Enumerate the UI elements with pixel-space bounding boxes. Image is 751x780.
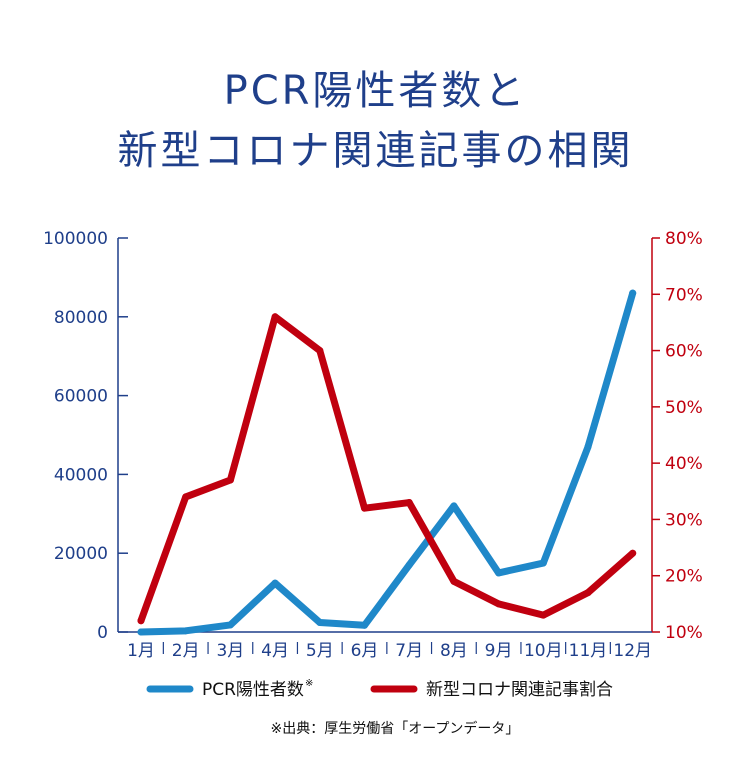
y-left-tick-label: 40000 [54, 465, 108, 485]
y-left-tick-label: 100000 [43, 229, 108, 249]
x-tick-label: 12月 [613, 641, 652, 661]
series-line-1 [137, 289, 637, 636]
x-tick-label: 2月 [172, 641, 200, 661]
series-1-point [182, 627, 190, 635]
y-right-tick-label: 70% [665, 285, 703, 305]
source-note: ※出典：厚生労働省「オープンデータ」 [271, 720, 520, 737]
series-2-point [629, 549, 637, 557]
series-2-point [584, 589, 592, 597]
series-2-point [539, 611, 547, 619]
series-2-point [226, 476, 234, 484]
y-right-tick-label: 60% [665, 342, 703, 362]
series-1-point [271, 579, 279, 587]
series-layer [137, 289, 637, 636]
chart-title-line-1: PCR陽性者数と [223, 68, 528, 114]
series-2-point [495, 600, 503, 608]
x-tick-label: 9月 [485, 641, 513, 661]
y-right-tick-label: 20% [665, 567, 703, 587]
series-2-point [361, 504, 368, 512]
series-1-point [137, 628, 145, 636]
series-1-point [361, 621, 368, 629]
series-1-point [629, 289, 637, 297]
axes: 0 20000 40000 60000 80000 100000 10% 20% 30% 40% 5… [43, 229, 703, 661]
legend: PCR陽性者数 ※ 新型コロナ関連記事割合 [146, 678, 613, 700]
series-1-point [316, 619, 324, 627]
y-right-tick-label: 50% [665, 398, 703, 418]
y-right-tick-label: 10% [665, 623, 703, 643]
series-1-point [226, 621, 234, 629]
series-2-point [271, 313, 279, 321]
x-tick-label: 10月 [524, 641, 563, 661]
x-tick-label: 7月 [395, 641, 423, 661]
series-line-2 [137, 313, 637, 625]
series-2-point [182, 493, 190, 501]
chart-title-line-2: 新型コロナ関連記事の相関 [117, 128, 634, 174]
series-1-point [539, 559, 547, 567]
x-tick-label: 6月 [351, 641, 379, 661]
y-right-tick-label: 30% [665, 510, 703, 530]
y-left-tick-label: 20000 [54, 544, 108, 564]
x-tick-label: 3月 [216, 641, 244, 661]
series-1-point [450, 502, 458, 510]
y-right-tick-label: 40% [665, 454, 703, 474]
series-1-point [405, 561, 413, 569]
series-2-point [316, 347, 324, 355]
x-tick-label: 8月 [440, 641, 468, 661]
series-1-point [584, 443, 592, 451]
y-left-tick-label: 0 [97, 623, 108, 643]
legend-label-1: PCR陽性者数 [202, 680, 304, 700]
x-tick-label: 5月 [306, 641, 334, 661]
series-2-point [137, 617, 145, 625]
series-2-point [450, 577, 458, 585]
y-right-tick-label: 80% [665, 229, 703, 249]
x-tick-label: 11月 [569, 641, 608, 661]
legend-label-2: 新型コロナ関連記事割合 [426, 680, 613, 700]
y-left-tick-label: 60000 [54, 387, 108, 407]
series-1-point [495, 569, 503, 577]
x-tick-label: 4月 [261, 641, 289, 661]
y-left-tick-label: 80000 [54, 308, 108, 328]
x-tick-label: 1月 [127, 641, 155, 661]
series-2-point [405, 499, 413, 507]
legend-note-mark: ※ [305, 678, 313, 689]
